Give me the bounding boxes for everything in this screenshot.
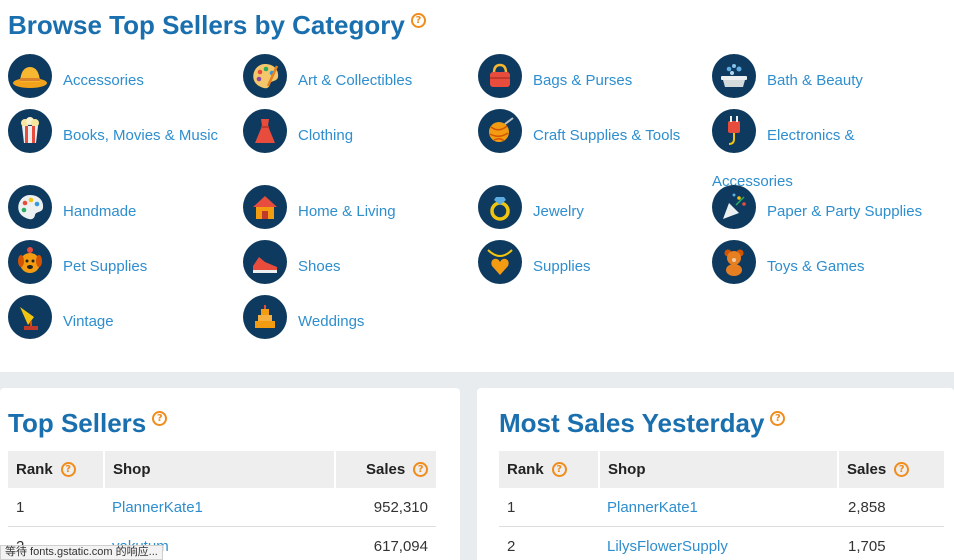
category-vintage[interactable]: Vintage [8,295,233,341]
house-icon [243,185,287,229]
category-handmade[interactable]: Handmade [8,185,233,231]
shop-link[interactable]: PlannerKate1 [112,499,203,516]
category-label: Craft Supplies & Tools [533,127,681,144]
rank-cell: 1 [507,499,516,516]
category-label: Electronics & [767,127,855,144]
browser-status-bar: 等待 fonts.gstatic.com 的响应... [0,545,163,560]
sales-cell: 1,705 [848,538,886,555]
category-paper-party-supplies[interactable]: Paper & Party Supplies [712,185,942,231]
column-header-sales[interactable]: Sales? [839,451,944,488]
category-toys-games[interactable]: Toys & Games [712,240,942,286]
category-weddings[interactable]: Weddings [243,295,468,341]
browse-categories-panel: Browse Top Sellers by Category? Accessor… [0,0,954,372]
teddy-bear-icon [712,240,756,284]
shop-link[interactable]: PlannerKate1 [607,499,698,516]
category-shoes[interactable]: Shoes [243,240,468,286]
column-header-sales[interactable]: Sales? [336,451,436,488]
top-sellers-card: Top Sellers? Rank? Shop Sales? 1 Planner… [0,388,460,560]
help-icon[interactable]: ? [152,411,168,426]
gramophone-icon [8,295,52,339]
shop-link[interactable]: LilysFlowerSupply [607,538,728,555]
column-header-rank[interactable]: Rank? [499,451,598,488]
rank-cell: 1 [16,499,25,516]
pendant-icon [478,240,522,284]
column-header-rank[interactable]: Rank? [8,451,103,488]
column-header-shop[interactable]: Shop [600,451,837,488]
help-icon[interactable]: ? [894,462,910,477]
palette-icon [243,54,287,98]
help-icon[interactable]: ? [410,13,426,28]
hat-icon [8,54,52,98]
help-icon[interactable]: ? [551,462,567,477]
category-label: Vintage [63,313,114,330]
party-popper-icon [712,185,756,229]
help-icon[interactable]: ? [60,462,76,477]
rank-cell: 2 [507,538,516,555]
column-header-shop[interactable]: Shop [105,451,334,488]
page-title: Browse Top Sellers by Category? [8,10,426,41]
category-jewelry[interactable]: Jewelry [478,185,703,231]
sales-cell: 952,310 [373,499,428,516]
category-label: Weddings [298,313,365,330]
category-pet-supplies[interactable]: Pet Supplies [8,240,233,286]
category-label: Jewelry [533,203,584,220]
sneaker-icon [243,240,287,284]
category-bags-purses[interactable]: Bags & Purses [478,54,703,100]
category-supplies[interactable]: Supplies [478,240,703,286]
table-row: 2 LilysFlowerSupply 1,705 [499,528,944,560]
dog-icon [8,240,52,284]
category-label: Home & Living [298,203,396,220]
category-books-movies-music[interactable]: Books, Movies & Music [8,109,233,155]
category-label: Toys & Games [767,258,865,275]
category-electronics-accessories[interactable]: Electronics & Accessories [712,109,942,190]
category-label: Accessories [63,72,144,89]
bathtub-icon [712,54,756,98]
help-icon[interactable]: ? [413,462,429,477]
most-sales-yesterday-title: Most Sales Yesterday? [499,408,786,439]
ring-icon [478,185,522,229]
category-label: Paper & Party Supplies [767,203,923,220]
category-label: Shoes [298,258,341,275]
category-label: Books, Movies & Music [63,127,219,144]
table-row: 1 PlannerKate1 2,858 [499,489,944,527]
sales-cell: 617,094 [373,538,428,555]
category-label: Pet Supplies [63,258,148,275]
category-label: Bags & Purses [533,72,633,89]
category-art-collectibles[interactable]: Art & Collectibles [243,54,468,100]
top-sellers-title: Top Sellers? [8,408,168,439]
most-sales-yesterday-card: Most Sales Yesterday? Rank? Shop Sales? … [477,388,954,560]
category-accessories[interactable]: Accessories [8,54,233,100]
table-header: Rank? Shop Sales? [499,451,944,488]
category-craft-supplies-tools[interactable]: Craft Supplies & Tools [478,109,703,155]
category-bath-beauty[interactable]: Bath & Beauty [712,54,942,100]
popcorn-icon [8,109,52,153]
plug-icon [712,109,756,153]
yarn-ball-icon [478,109,522,153]
category-label: Bath & Beauty [767,72,863,89]
category-clothing[interactable]: Clothing [243,109,468,155]
help-icon[interactable]: ? [770,411,786,426]
category-home-living[interactable]: Home & Living [243,185,468,231]
category-label: Clothing [298,127,354,144]
category-label: Art & Collectibles [298,72,413,89]
category-label: Supplies [533,258,591,275]
handbag-icon [478,54,522,98]
sales-cell: 2,858 [848,499,886,516]
table-row: 1 PlannerKate1 952,310 [8,489,436,527]
category-label: Handmade [63,203,137,220]
wedding-cake-icon [243,295,287,339]
paint-palette-icon [8,185,52,229]
dress-icon [243,109,287,153]
table-header: Rank? Shop Sales? [8,451,436,488]
